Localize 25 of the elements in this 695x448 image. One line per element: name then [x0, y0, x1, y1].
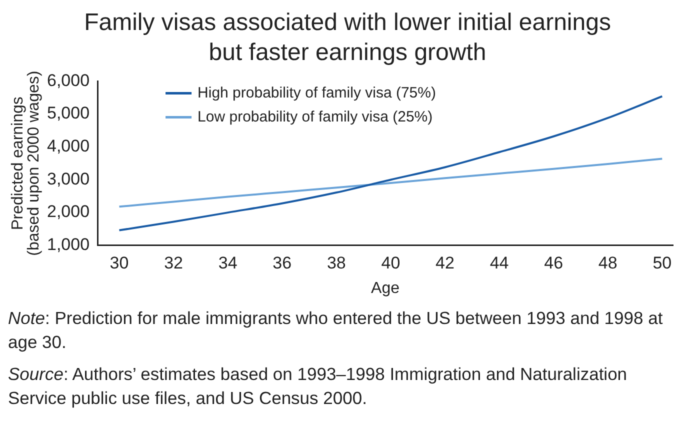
- y-tick-label: 3,000: [46, 169, 90, 188]
- x-tick-label: 32: [164, 253, 184, 272]
- y-tick-label: 6,000: [46, 70, 90, 90]
- legend-label: High probability of family visa (75%): [198, 84, 436, 102]
- x-tick-label: 30: [110, 253, 129, 272]
- x-tick-label: 46: [544, 253, 564, 272]
- legend-label: Low probability of family visa (25%): [198, 108, 433, 126]
- x-tick-label: 48: [598, 253, 618, 272]
- x-tick-label: 50: [652, 253, 672, 272]
- x-axis-title: Age: [371, 280, 400, 297]
- x-tick-label: 38: [326, 253, 346, 272]
- x-tick-label: 42: [436, 253, 454, 272]
- x-tick-label: 36: [272, 253, 292, 272]
- y-axis-title: Predicted earnings (based upon 2000 wages): [9, 70, 42, 256]
- x-tick-label: 44: [490, 253, 509, 272]
- x-tick-label: 40: [381, 253, 400, 272]
- text: Note: Prediction for male immigrants who entered the US between 1993 and 1998 at age 30.: [8, 308, 663, 352]
- chart-title: Family visas associated with lower initial earnings but faster earnings growth: [83, 8, 612, 68]
- y-tick-label: 4,000: [46, 136, 90, 156]
- y-tick-label: 1,000: [46, 235, 90, 254]
- line-series: [118, 158, 664, 208]
- x-tick-label: 34: [218, 253, 238, 272]
- source-note: Source: Authors’ estimates based on 1993–1998 Immigration and Naturalization Service public use files, and US Census 2000.: [8, 364, 628, 408]
- y-tick-label: 5,000: [46, 104, 90, 123]
- y-tick-label: 2,000: [46, 202, 90, 222]
